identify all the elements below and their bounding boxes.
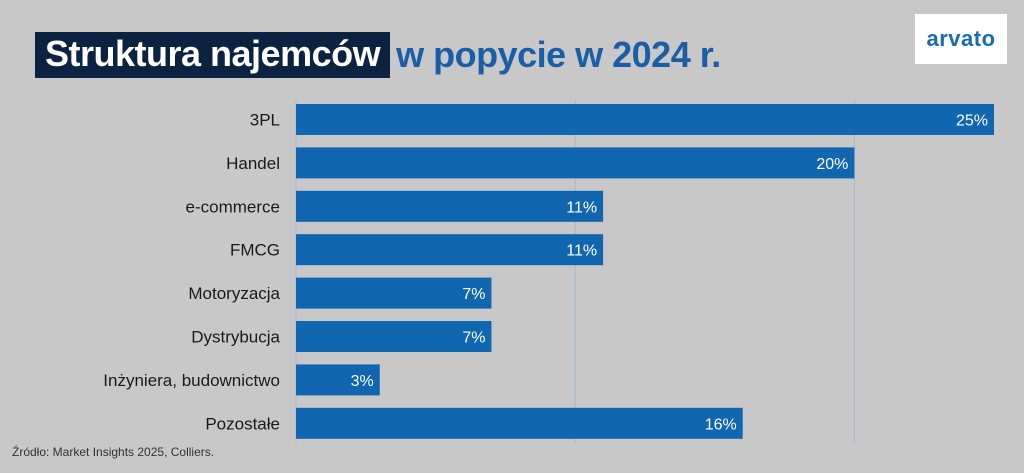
category-label-3: FMCG [230, 241, 280, 260]
logo-text: arvato [926, 26, 996, 51]
category-label-2: e-commerce [186, 197, 280, 216]
value-label-6: 3% [351, 373, 374, 390]
value-label-2: 11% [566, 199, 597, 216]
bar-3 [296, 234, 604, 266]
bar-5 [296, 321, 492, 352]
chart-title: Struktura najemców w popycie w 2024 r. [35, 32, 721, 78]
bar-4 [296, 277, 492, 309]
bar-1 [296, 147, 855, 179]
value-label-1: 20% [816, 156, 848, 173]
value-label-4: 7% [462, 286, 485, 303]
bars [296, 104, 994, 439]
value-label-5: 7% [462, 330, 485, 347]
category-label-0: 3PL [250, 111, 280, 130]
source-note: Źródło: Market Insights 2025, Colliers. [12, 445, 215, 459]
category-label-5: Dystrybucja [191, 328, 280, 347]
category-labels: 3PL Handel e-commerce FMCG Motoryzacja Dystry… [103, 111, 280, 434]
title-highlight: Struktura najemców [35, 32, 391, 78]
category-label-6: Inżyniera, budownictwo [103, 371, 280, 390]
value-labels: 25% 20% 11% 11% 7% 7% 3% 16% [351, 113, 988, 434]
bar-7 [296, 407, 743, 439]
category-label-7: Pozostałe [205, 414, 280, 433]
category-label-1: Handel [226, 154, 280, 173]
value-label-3: 11% [566, 243, 597, 260]
value-label-7: 16% [705, 416, 737, 433]
bar-2 [296, 190, 604, 222]
bar-6 [296, 364, 380, 396]
value-label-0: 25% [956, 113, 988, 130]
title-rest: w popycie w 2024 r. [396, 34, 721, 75]
arvato-logo: arvato [915, 14, 1007, 64]
bar-0 [296, 104, 994, 135]
category-label-4: Motoryzacja [188, 284, 280, 303]
